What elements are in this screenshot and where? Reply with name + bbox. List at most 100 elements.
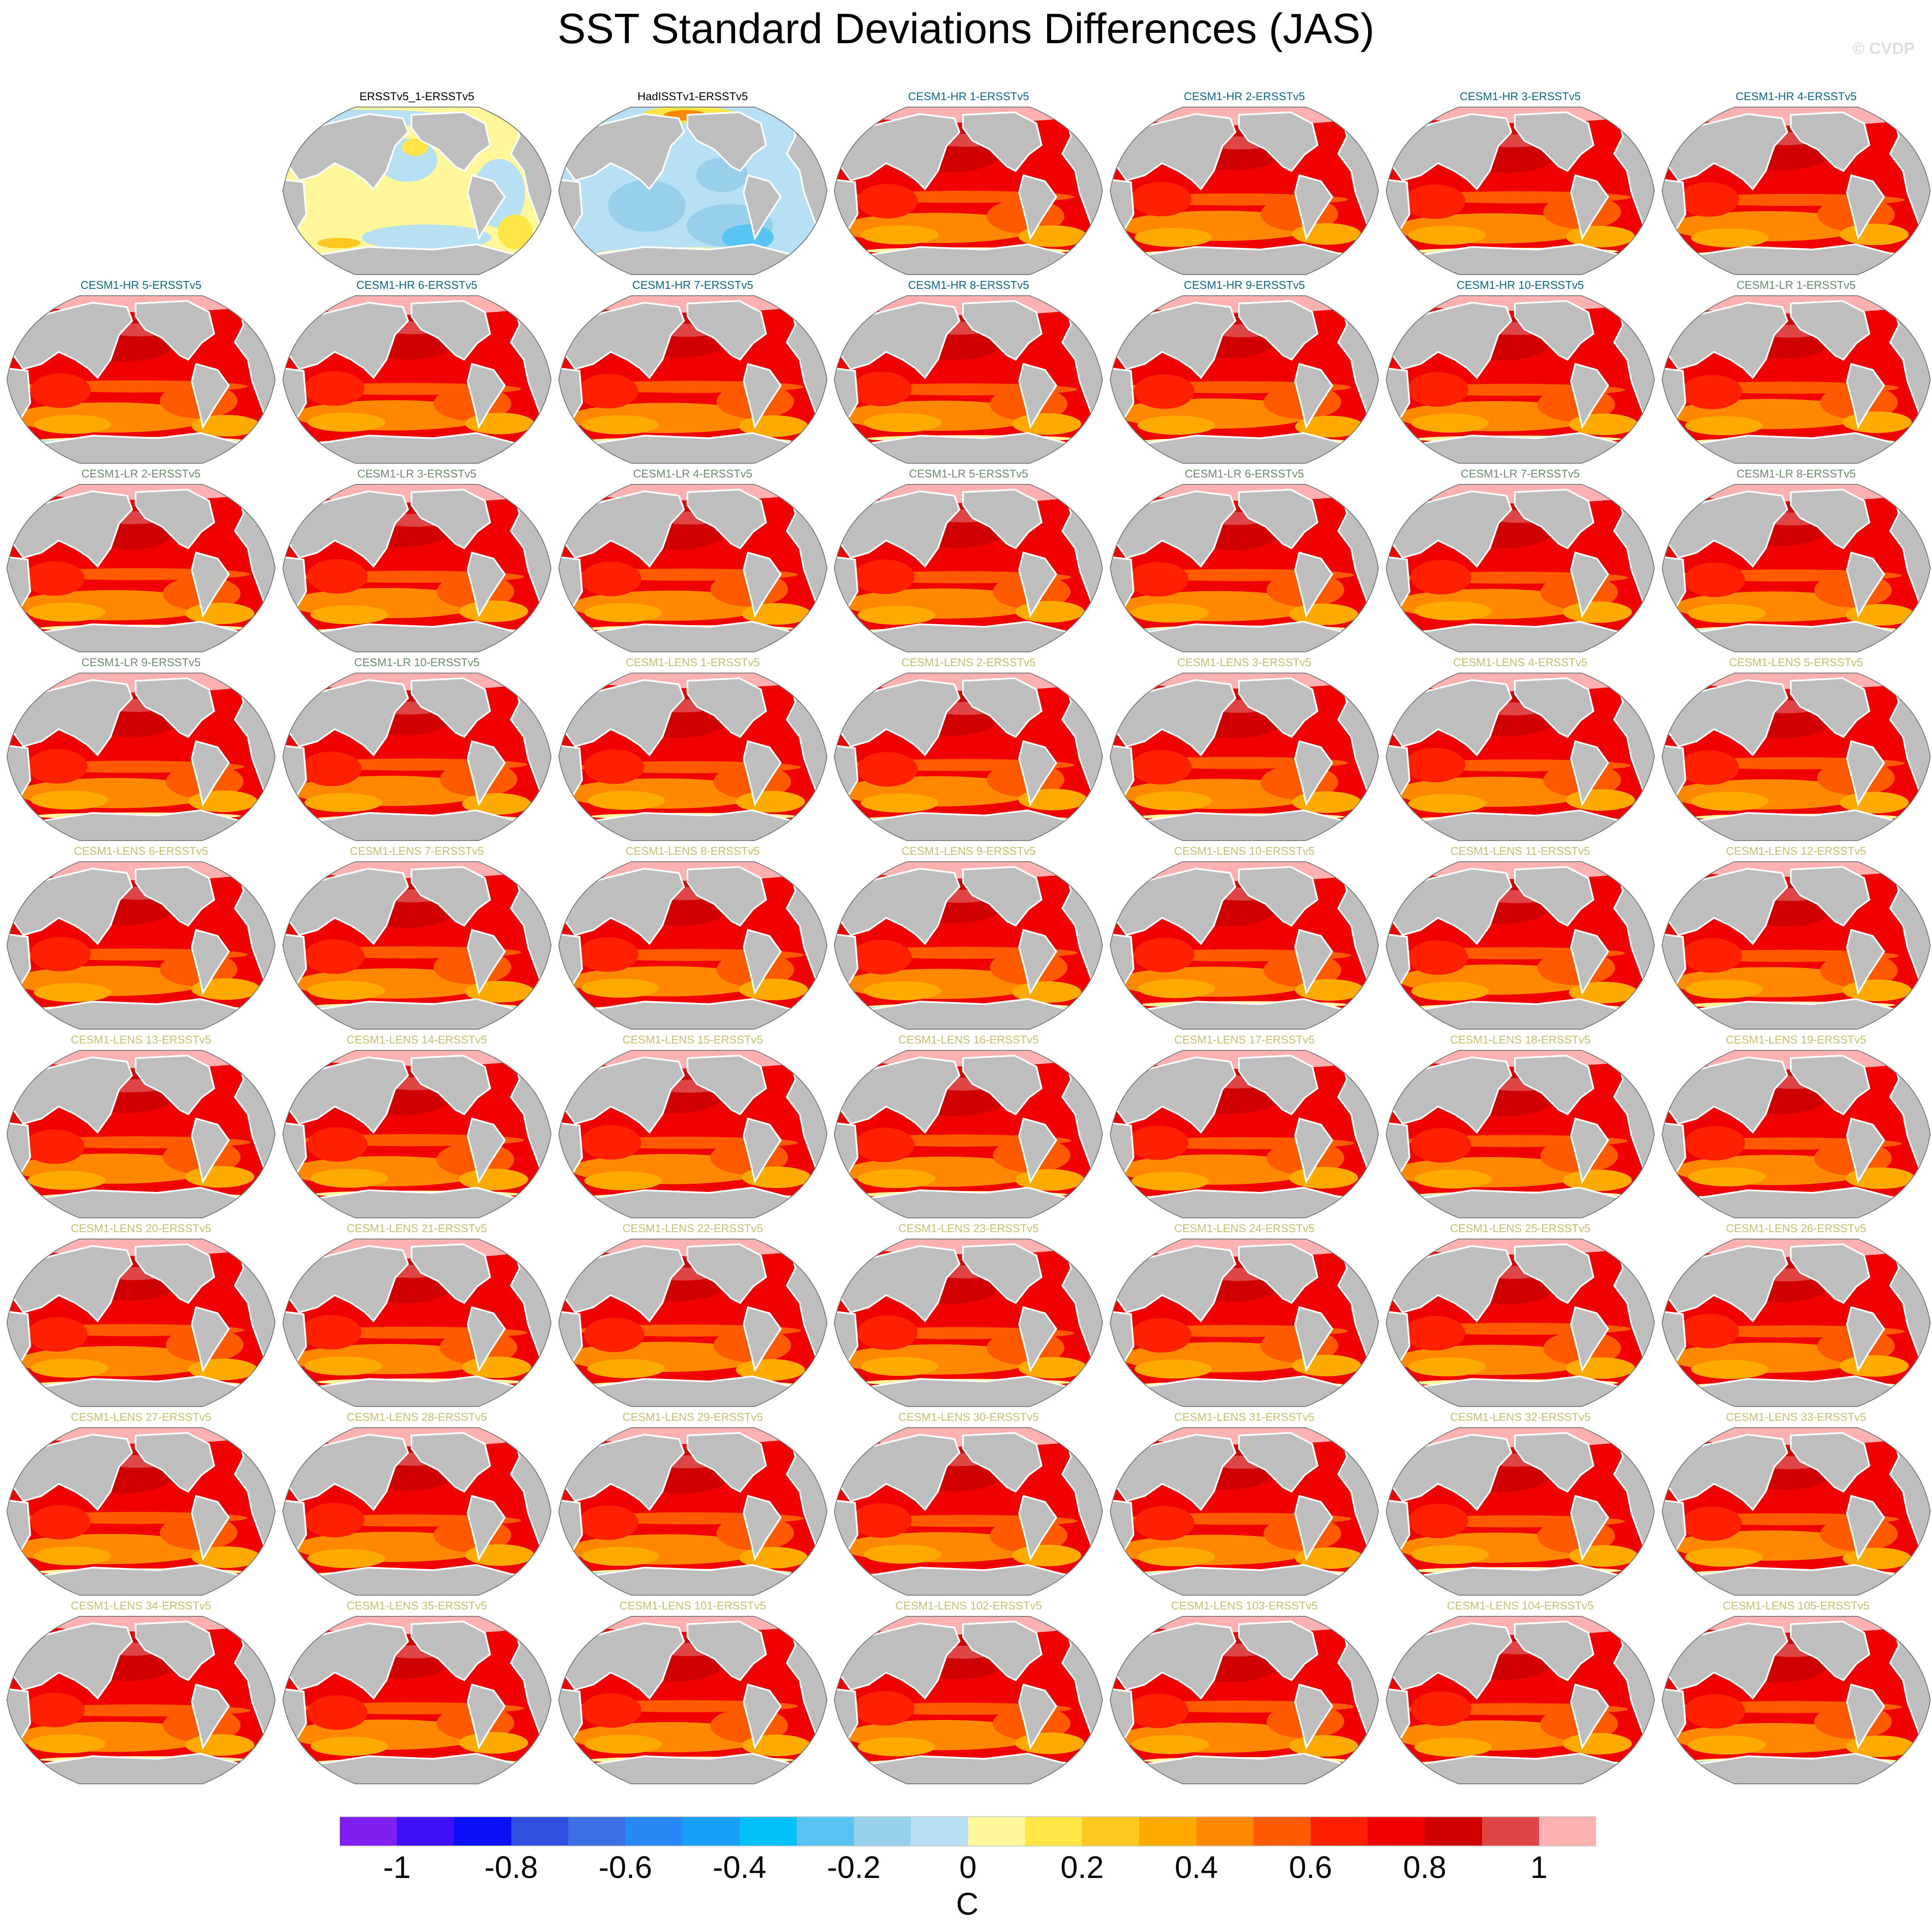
sst-map bbox=[6, 1616, 276, 1784]
map-panel: CESM1-LENS 18-ERSSTv5 bbox=[1385, 1033, 1655, 1219]
map-outline bbox=[834, 1239, 1103, 1407]
anomaly-region bbox=[191, 415, 260, 436]
map-panel: CESM1-LENS 27-ERSSTv5 bbox=[6, 1410, 276, 1596]
anomaly-region bbox=[34, 1546, 111, 1565]
land-mask bbox=[1018, 363, 1058, 430]
anomaly-region bbox=[722, 224, 774, 250]
land-mask bbox=[1570, 1306, 1609, 1373]
land-mask bbox=[1846, 1495, 1885, 1562]
land-mask bbox=[837, 1245, 961, 1323]
anomaly-region bbox=[1134, 228, 1213, 247]
land-mask bbox=[854, 809, 1081, 841]
map-panel: CESM1-LENS 9-ERSSTv5 bbox=[833, 844, 1103, 1030]
anomaly-region bbox=[559, 1428, 819, 1444]
anomaly-region bbox=[1411, 1128, 1471, 1163]
anomaly-region bbox=[1563, 1733, 1632, 1754]
land-mask bbox=[1664, 1433, 1789, 1511]
land-mask bbox=[837, 113, 961, 191]
anomaly-region bbox=[584, 603, 662, 622]
panel-title: CESM1-HR 1-ERSSTv5 bbox=[908, 90, 1029, 103]
colorbar-swatch bbox=[568, 1817, 626, 1846]
land-mask bbox=[1112, 301, 1237, 379]
colorbar bbox=[340, 1816, 1596, 1846]
map-outline bbox=[1661, 861, 1931, 1030]
map-panel: CESM1-LENS 7-ERSSTv5 bbox=[282, 844, 552, 1030]
land-mask bbox=[302, 432, 530, 463]
land-mask bbox=[578, 432, 805, 463]
land-mask bbox=[410, 677, 491, 738]
panel-title: CESM1-LR 1-ERSSTv5 bbox=[1736, 278, 1856, 291]
land-mask bbox=[410, 1243, 491, 1304]
land-mask bbox=[686, 1432, 767, 1493]
anomaly-region bbox=[1292, 1355, 1362, 1376]
panel-title: CESM1-LENS 28-ERSSTv5 bbox=[346, 1410, 487, 1423]
sst-map bbox=[1385, 107, 1655, 275]
land-mask bbox=[962, 677, 1043, 738]
land-mask bbox=[686, 488, 767, 550]
land-mask bbox=[742, 1683, 782, 1750]
land-mask bbox=[962, 300, 1043, 361]
panel-title: CESM1-LENS 11-ERSSTv5 bbox=[1450, 844, 1590, 857]
map-outline bbox=[1110, 861, 1379, 1030]
sst-map bbox=[1661, 673, 1931, 841]
anomaly-region bbox=[285, 862, 545, 878]
land-mask bbox=[1664, 867, 1789, 945]
panel-title: HadISSTv1-ERSSTv5 bbox=[637, 90, 748, 103]
anomaly-region bbox=[307, 1127, 367, 1162]
land-mask bbox=[302, 998, 530, 1029]
land-mask bbox=[561, 679, 685, 757]
land-mask bbox=[1238, 866, 1319, 927]
land-mask bbox=[1514, 866, 1595, 927]
map-outline bbox=[1661, 1427, 1931, 1596]
land-mask bbox=[1846, 1117, 1885, 1184]
anomaly-region bbox=[851, 940, 912, 974]
panel-title: CESM1-HR 2-ERSSTv5 bbox=[1184, 90, 1305, 103]
anomaly-region bbox=[31, 790, 108, 809]
anomaly-region bbox=[851, 1503, 912, 1538]
land-mask bbox=[742, 1117, 782, 1184]
land-mask bbox=[578, 243, 805, 275]
anomaly-region bbox=[28, 603, 105, 622]
land-mask bbox=[1112, 1056, 1237, 1134]
colorbar-swatch bbox=[1253, 1817, 1311, 1846]
anomaly-region bbox=[1688, 604, 1766, 623]
anomaly-region bbox=[1408, 372, 1468, 407]
colorbar-swatch bbox=[511, 1817, 568, 1846]
anomaly-region bbox=[1681, 375, 1742, 409]
anomaly-region bbox=[581, 1547, 659, 1566]
anomaly-region bbox=[1839, 792, 1909, 813]
panel-title: CESM1-LENS 7-ERSSTv5 bbox=[349, 844, 484, 857]
land-mask bbox=[466, 1683, 506, 1750]
colorbar-swatch bbox=[1482, 1817, 1539, 1846]
map-panel: CESM1-HR 10-ERSSTv5 bbox=[1385, 278, 1655, 464]
map-panel: CESM1-LENS 30-ERSSTv5 bbox=[833, 1410, 1103, 1596]
panel-title: CESM1-LENS 27-ERSSTv5 bbox=[70, 1410, 212, 1423]
anomaly-region bbox=[1408, 226, 1486, 245]
land-mask bbox=[135, 300, 215, 361]
anomaly-region bbox=[307, 1695, 367, 1730]
map-panel: CESM1-LENS 5-ERSSTv5 bbox=[1661, 656, 1931, 841]
panel-title: CESM1-HR 4-ERSSTv5 bbox=[1736, 90, 1857, 103]
sst-map bbox=[1385, 1616, 1655, 1784]
anomaly-region bbox=[1408, 1357, 1486, 1376]
anomaly-region bbox=[562, 484, 822, 500]
sst-map bbox=[282, 484, 551, 652]
map-panel: CESM1-HR 3-ERSSTv5 bbox=[1385, 90, 1655, 275]
anomaly-region bbox=[581, 979, 659, 998]
land-mask bbox=[302, 1564, 530, 1595]
land-mask bbox=[1388, 113, 1513, 191]
land-mask bbox=[26, 1375, 254, 1407]
land-mask bbox=[190, 1306, 230, 1373]
anomaly-region bbox=[1411, 560, 1471, 594]
land-mask bbox=[26, 432, 254, 463]
map-panel: CESM1-LR 9-ERSSTv5 bbox=[6, 656, 276, 841]
land-mask bbox=[837, 1056, 961, 1134]
map-panel: CESM1-LENS 102-ERSSTv5 bbox=[833, 1599, 1103, 1785]
land-mask bbox=[135, 677, 215, 738]
anomaly-region bbox=[24, 1693, 85, 1727]
anomaly-region bbox=[1015, 1732, 1085, 1754]
sst-map bbox=[558, 1239, 827, 1407]
anomaly-region bbox=[1685, 416, 1763, 435]
map-panel: CESM1-LENS 21-ERSSTv5 bbox=[282, 1222, 552, 1407]
land-mask bbox=[466, 363, 506, 430]
